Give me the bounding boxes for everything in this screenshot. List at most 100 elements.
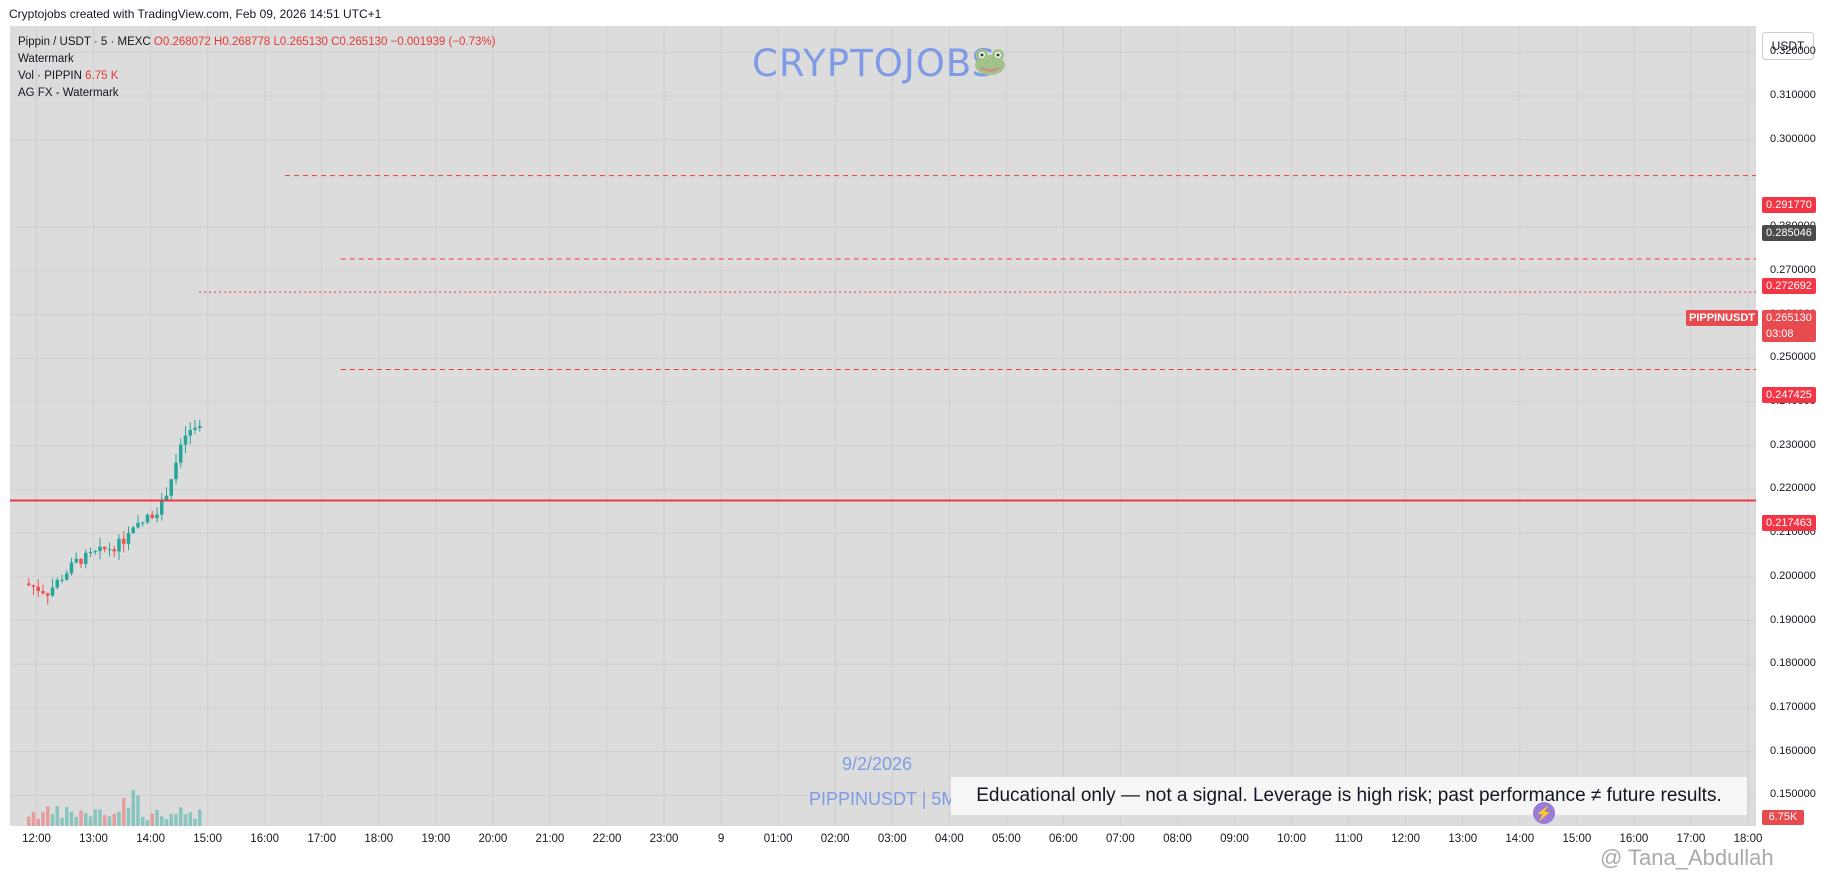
candle-body [174, 462, 178, 480]
volume-bar [155, 809, 159, 826]
candle-body [121, 538, 126, 544]
volume-bar [69, 811, 74, 826]
candle-body [188, 429, 192, 436]
candle-body [193, 427, 197, 430]
candle-body [178, 444, 183, 463]
candle-body [183, 435, 188, 445]
time-tick-label: 09:00 [1220, 833, 1249, 845]
legend-volume-value: 6.75 K [85, 70, 119, 82]
candle-body [169, 479, 173, 496]
volume-bar [41, 812, 45, 826]
legend: Pippin / USDT · 5 · MEXC O0.268072 H0.26… [18, 34, 495, 102]
volume-label: 6.75K [1762, 810, 1804, 825]
time-tick-label: 02:00 [820, 833, 850, 845]
volume-bar [55, 806, 59, 826]
lightning-icon[interactable]: ⚡ [1533, 802, 1555, 824]
plot-background [10, 26, 1756, 826]
time-axis-bg [0, 826, 1821, 873]
time-tick-label: 9 [717, 833, 725, 845]
volume-bar [79, 810, 83, 826]
price-tick-label: 0.220000 [1770, 482, 1816, 495]
currency-unit-button[interactable]: USDT [1762, 32, 1814, 60]
price-tick-label: 0.170000 [1770, 700, 1816, 713]
volume-bar [136, 795, 140, 826]
volume-bar [174, 814, 178, 826]
legend-agfx[interactable]: AG FX - Watermark [18, 87, 119, 99]
candle-body [93, 551, 97, 553]
price-tick-label: 0.230000 [1770, 438, 1816, 451]
created-by-text: Cryptojobs created with TradingView.com,… [9, 7, 382, 21]
price-tick-label: 0.180000 [1770, 657, 1816, 670]
time-tick-label: 07:00 [1106, 833, 1135, 845]
time-tick-label: 22:00 [592, 833, 622, 845]
time-tick-label: 18:00 [364, 833, 394, 845]
price-tick-label: 0.320000 [1770, 45, 1816, 58]
chart-area[interactable] [0, 26, 1821, 873]
legend-low: L0.265130 [273, 36, 328, 48]
price-tick-label: 0.160000 [1770, 744, 1816, 757]
time-tick-label: 16:00 [250, 833, 280, 845]
price-label-box-mid: 0.285046 [1762, 225, 1816, 241]
volume-bar [60, 817, 64, 826]
candle-body [197, 426, 202, 428]
candle-body [140, 522, 145, 524]
volume-bar [117, 811, 121, 826]
candle-body [159, 500, 164, 515]
candle-body [117, 538, 121, 552]
volume-bar [169, 813, 173, 826]
volume-bar [26, 816, 31, 826]
candle-body [88, 552, 93, 554]
candle-body [55, 580, 59, 588]
candle-body [45, 593, 50, 596]
price-label-upper: 0.291770 [1762, 197, 1816, 213]
candle-body [112, 549, 116, 552]
candle-body [98, 546, 102, 552]
volume-bar [126, 807, 131, 826]
date-watermark: 9/2/2026 [842, 754, 913, 774]
time-tick-label: 17:00 [307, 833, 337, 845]
volume-bar [93, 809, 97, 826]
legend-volume-label: Vol · PIPPIN [18, 70, 82, 82]
candle-body [83, 552, 88, 565]
time-tick-label: 19:00 [421, 833, 451, 845]
price-tick-label: 0.270000 [1770, 263, 1816, 276]
time-tick-label: 12:00 [22, 833, 51, 845]
candle-body [41, 590, 45, 594]
frog-icon [975, 49, 1005, 75]
legend-open: O0.268072 [153, 36, 211, 48]
price-tick-label: 0.190000 [1770, 613, 1816, 626]
price-axis-bg [1756, 26, 1821, 826]
candles [26, 419, 202, 605]
time-tick-label: 16:00 [1619, 833, 1649, 845]
time-tick-label: 17:00 [1676, 833, 1706, 845]
volume-bar [197, 809, 202, 826]
volume-bar [131, 790, 135, 826]
time-tick-label: 08:00 [1163, 833, 1192, 845]
volume-bar [188, 812, 192, 826]
volume-bar [36, 818, 40, 826]
price-tick-label: 0.300000 [1770, 132, 1816, 145]
volume-bars [26, 790, 202, 826]
volume-bar [150, 813, 154, 826]
time-tick-label: 15:00 [1562, 833, 1592, 845]
legend-ohlc: Pippin / USDT · 5 · MEXC O0.268072 H0.26… [18, 34, 495, 51]
candle-body [79, 558, 83, 565]
legend-volume[interactable]: Vol · PIPPIN 6.75 K [18, 68, 495, 85]
grid-lines [10, 26, 1756, 826]
price-tick-label: 0.200000 [1770, 569, 1816, 582]
current-price-label: 0.265130 03:08 [1762, 310, 1816, 342]
volume-bar [64, 807, 69, 826]
time-tick-label: 13:00 [79, 833, 108, 845]
time-tick-label: 14:00 [136, 833, 165, 845]
time-tick-label: 03:00 [877, 833, 907, 845]
legend-high: H0.268778 [214, 36, 271, 48]
price-tick-label: 0.250000 [1770, 351, 1816, 364]
time-tick-label: 01:00 [763, 833, 793, 845]
volume-bar [140, 816, 145, 826]
time-tick-label: 20:00 [478, 833, 508, 845]
time-tick-label: 23:00 [649, 833, 679, 845]
candle-body [136, 523, 140, 528]
legend-watermark[interactable]: Watermark [18, 53, 74, 65]
legend-symbol: Pippin / USDT · 5 · MEXC [18, 36, 151, 48]
candle-body [150, 514, 154, 519]
